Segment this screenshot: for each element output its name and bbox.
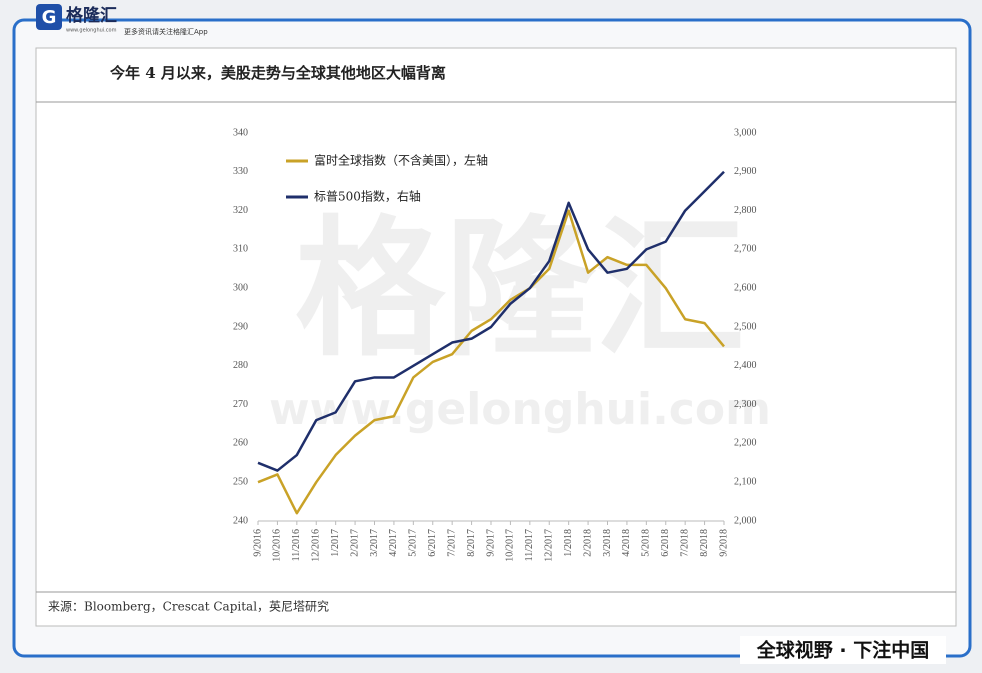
watermark-site: www.gelonghui.com — [269, 384, 771, 435]
y-tick-label: 270 — [233, 399, 248, 410]
y-tick-label: 250 — [233, 476, 248, 487]
x-tick-label: 11/2017 — [524, 529, 535, 561]
x-tick-label: 3/2017 — [369, 529, 380, 557]
x-tick-label: 12/2017 — [544, 529, 555, 562]
x-tick-label: 5/2018 — [641, 529, 652, 557]
x-tick-label: 7/2017 — [446, 529, 457, 557]
x-tick-label: 1/2018 — [563, 529, 574, 557]
y2-tick-label: 2,400 — [734, 360, 757, 371]
x-tick-label: 1/2017 — [330, 529, 341, 557]
y-tick-label: 330 — [233, 166, 248, 177]
logo-name: 格隆汇 — [66, 5, 117, 26]
y-tick-label: 240 — [233, 515, 248, 526]
y2-tick-label: 2,000 — [734, 515, 757, 526]
legend-label: 标普500指数，右轴 — [314, 189, 421, 204]
series-line — [257, 170, 725, 472]
logo-letter: G — [42, 7, 57, 28]
chart: 240 250 260 270 280 290 300 310 320 330 340 2,000 2,… — [233, 127, 757, 561]
tagline: 更多资讯请关注格隆汇App — [124, 27, 208, 36]
x-tick-label: 9/2017 — [485, 529, 496, 557]
x-tick-label: 9/2016 — [252, 529, 263, 557]
y2-tick-label: 2,300 — [734, 399, 757, 410]
y-tick-label: 290 — [233, 321, 248, 332]
y-tick-label: 340 — [233, 127, 248, 138]
x-tick-label: 2/2018 — [582, 529, 593, 557]
logo-site: www.gelonghui.com — [66, 28, 117, 34]
x-tick-label: 4/2017 — [388, 529, 399, 557]
x-tick-label: 11/2016 — [291, 529, 302, 561]
x-tick-label: 10/2017 — [505, 529, 516, 562]
x-tick-label: 12/2016 — [311, 529, 322, 562]
y2-tick-label: 2,200 — [734, 438, 757, 449]
y-tick-label: 310 — [233, 244, 248, 255]
panel — [35, 47, 957, 627]
y2-tick-label: 2,800 — [734, 205, 757, 216]
y-tick-label: 260 — [233, 438, 248, 449]
x-tick-label: 3/2018 — [602, 529, 613, 557]
x-tick-label: 6/2017 — [427, 529, 438, 557]
logo-icon — [36, 4, 62, 30]
y2-tick-label: 3,000 — [734, 127, 757, 138]
x-tick-label: 4/2018 — [621, 529, 632, 557]
chart-title: 今年 4 月以来，美股走势与全球其他地区大幅背离 — [109, 64, 446, 82]
y-tick-label: 280 — [233, 360, 248, 371]
slogan-box — [740, 636, 946, 664]
source: 来源：Bloomberg，Crescat Capital，英尼塔研究 — [48, 599, 329, 614]
x-tick-label: 8/2018 — [699, 529, 710, 557]
y2-tick-label: 2,500 — [734, 321, 757, 332]
legend-label: 富时全球指数（不含美国），左轴 — [314, 153, 488, 168]
watermark: 格隆汇 — [295, 203, 745, 377]
x-tick-label: 10/2016 — [272, 529, 283, 562]
x-tick-label: 6/2018 — [660, 529, 671, 557]
x-tick-label: 8/2017 — [466, 529, 477, 557]
x-tick-label: 7/2018 — [679, 529, 690, 557]
y2-tick-label: 2,100 — [734, 476, 757, 487]
x-tick-label: 5/2017 — [408, 529, 419, 557]
slogan: 全球视野 · 下注中国 — [756, 639, 929, 662]
y2-tick-label: 2,600 — [734, 282, 757, 293]
y-tick-label: 320 — [233, 205, 248, 216]
series-line — [257, 209, 725, 515]
y-tick-label: 300 — [233, 282, 248, 293]
x-tick-label: 2/2017 — [349, 529, 360, 557]
x-tick-label: 9/2018 — [718, 529, 729, 557]
y2-tick-label: 2,700 — [734, 244, 757, 255]
y2-tick-label: 2,900 — [734, 166, 757, 177]
